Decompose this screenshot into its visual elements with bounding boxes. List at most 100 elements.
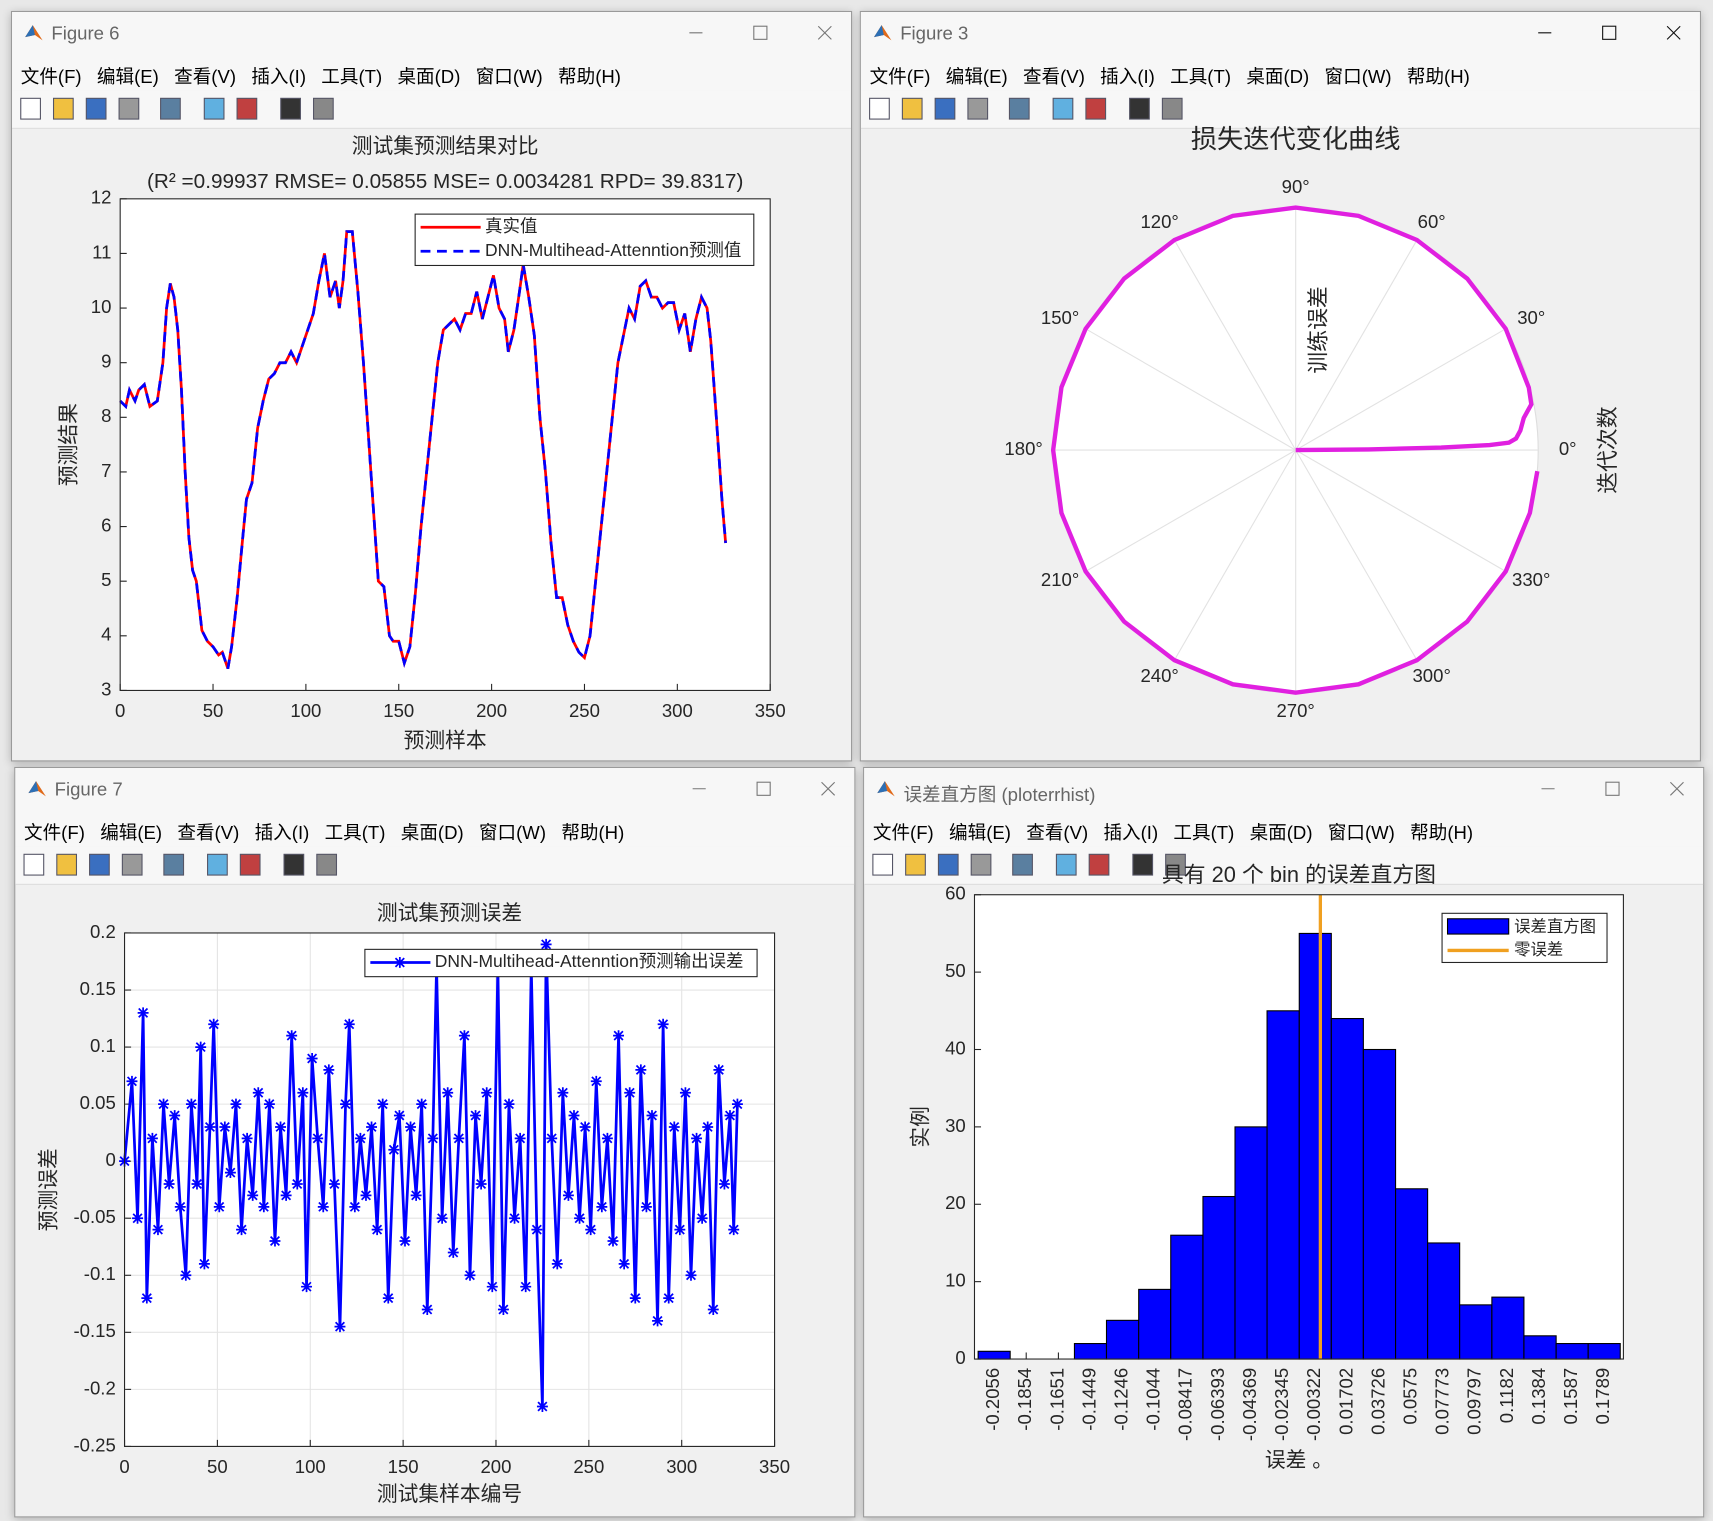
bar: [1523, 1335, 1557, 1360]
menu-item[interactable]: 桌面(D): [397, 66, 461, 88]
close[interactable]: [1670, 781, 1684, 796]
tool-button[interactable]: [1161, 97, 1183, 120]
theta-tick-label: 180°: [1004, 438, 1042, 459]
tool-button[interactable]: [207, 853, 228, 876]
tool-button[interactable]: [316, 853, 338, 876]
menu-item[interactable]: 查看(V): [177, 822, 240, 844]
point-marker: [416, 1098, 428, 1110]
tool-button[interactable]: [163, 853, 185, 876]
menu-item[interactable]: 工具(T): [321, 66, 383, 88]
maximize[interactable]: [756, 781, 771, 796]
menu-item[interactable]: 帮助(H): [1410, 822, 1474, 844]
tool-button[interactable]: [1052, 97, 1074, 120]
tool-button[interactable]: [239, 853, 261, 876]
menu-item[interactable]: 帮助(H): [561, 822, 625, 844]
menu-item[interactable]: 窗口(W): [475, 66, 543, 88]
tool-button[interactable]: [1088, 853, 1110, 876]
tool-button[interactable]: [1085, 97, 1107, 120]
tool-button[interactable]: [1012, 853, 1033, 876]
menu-item[interactable]: 文件(F): [24, 822, 85, 844]
tool-button[interactable]: [1055, 853, 1077, 876]
menu-item[interactable]: 工具(T): [324, 822, 386, 844]
point-marker: [579, 1121, 591, 1133]
point-marker: [557, 1087, 569, 1099]
menu-item[interactable]: 桌面(D): [1249, 822, 1313, 844]
point-marker: [731, 1098, 743, 1110]
tool-button[interactable]: [160, 97, 181, 120]
menu-item[interactable]: 文件(F): [869, 66, 931, 88]
menu-item[interactable]: 插入(I): [1103, 822, 1159, 844]
window-controls[interactable]: [633, 12, 851, 54]
toolbar-icons: [20, 97, 334, 120]
tool-button[interactable]: [967, 97, 989, 120]
point-marker: [509, 1212, 521, 1224]
menu-item[interactable]: 桌面(D): [400, 822, 464, 844]
tool-button[interactable]: [312, 97, 334, 120]
menu-item[interactable]: 查看(V): [1022, 66, 1085, 88]
menu-item[interactable]: 窗口(W): [1324, 66, 1392, 88]
menu-item[interactable]: 桌面(D): [1246, 66, 1310, 88]
menu-item[interactable]: 帮助(H): [558, 66, 621, 88]
menu-item[interactable]: 查看(V): [174, 66, 237, 88]
tool-button[interactable]: [89, 853, 110, 876]
tool-button[interactable]: [20, 97, 41, 120]
window-controls[interactable]: [1485, 768, 1703, 810]
window-controls[interactable]: [1481, 12, 1699, 54]
close[interactable]: [817, 25, 832, 40]
maximize[interactable]: [1602, 25, 1617, 40]
tool-button[interactable]: [52, 97, 74, 120]
tool-button[interactable]: [872, 853, 894, 876]
tool-button[interactable]: [905, 853, 926, 876]
tool-button[interactable]: [23, 853, 45, 876]
app-icon: [28, 781, 46, 797]
tool-button[interactable]: [934, 97, 956, 120]
menu-item[interactable]: 帮助(H): [1406, 66, 1470, 88]
tool-button[interactable]: [937, 853, 959, 876]
maximize[interactable]: [1605, 781, 1620, 796]
grid-spoke: [1295, 449, 1418, 661]
menu-item[interactable]: 窗口(W): [1327, 822, 1395, 844]
tool-button[interactable]: [85, 97, 107, 120]
menu-item[interactable]: 工具(T): [1170, 66, 1232, 88]
menu-item[interactable]: 窗口(W): [478, 822, 547, 844]
point-marker: [728, 1224, 740, 1236]
tool-button[interactable]: [1129, 97, 1150, 120]
point-marker: [475, 1178, 487, 1190]
window-controls[interactable]: [636, 768, 854, 810]
menu-item[interactable]: 插入(I): [251, 66, 307, 88]
legend-label: 零误差: [1514, 941, 1563, 959]
figure-window: Figure 3 文件(F) 编辑(E) 查看(V) 插入(I) 工具(T) 桌面(D) 窗口…: [859, 10, 1701, 762]
tool-button[interactable]: [901, 97, 923, 120]
tool-button[interactable]: [869, 97, 890, 120]
menu-item[interactable]: 查看(V): [1026, 822, 1089, 844]
tool-button[interactable]: [118, 97, 140, 120]
tool-button[interactable]: [1008, 97, 1030, 120]
tool-button[interactable]: [236, 97, 258, 120]
legend-label: 误差直方图: [1514, 918, 1596, 936]
tool-button[interactable]: [121, 853, 143, 876]
toolbar: [12, 90, 852, 129]
tool-button[interactable]: [970, 853, 992, 876]
menu-item[interactable]: 编辑(E): [945, 66, 1008, 88]
bar: [1587, 1343, 1621, 1360]
menu-item[interactable]: 工具(T): [1173, 822, 1235, 844]
x-tick-label: -0.1449: [1078, 1368, 1099, 1431]
tool-button[interactable]: [280, 97, 301, 120]
tool-button[interactable]: [56, 853, 78, 876]
menu-item[interactable]: 编辑(E): [949, 822, 1011, 844]
x-tick-label: 150: [388, 1456, 419, 1477]
tool-button[interactable]: [203, 97, 225, 120]
menu-item[interactable]: 文件(F): [20, 66, 82, 88]
close[interactable]: [1666, 25, 1681, 40]
menu-item[interactable]: 编辑(E): [96, 66, 159, 88]
menu-item[interactable]: 插入(I): [254, 822, 310, 844]
menu-item[interactable]: 插入(I): [1100, 66, 1155, 88]
tool-button[interactable]: [283, 853, 305, 876]
tool-button[interactable]: [1165, 853, 1186, 876]
maximize[interactable]: [753, 25, 768, 40]
menu-item[interactable]: 文件(F): [872, 822, 934, 844]
point-marker: [169, 1110, 181, 1121]
menu-item[interactable]: 编辑(E): [100, 822, 163, 844]
tool-button[interactable]: [1132, 853, 1154, 876]
close[interactable]: [821, 781, 836, 796]
